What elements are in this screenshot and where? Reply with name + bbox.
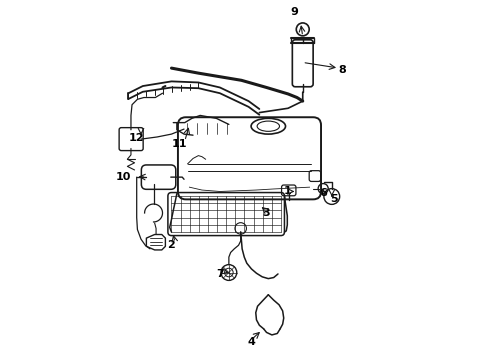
Text: 1: 1 [283,186,291,197]
Text: 9: 9 [291,7,298,17]
Text: 11: 11 [172,139,188,149]
Text: 7: 7 [216,269,224,279]
Text: 10: 10 [116,172,131,182]
Text: 6: 6 [319,188,327,198]
Text: 8: 8 [339,64,346,75]
Text: 2: 2 [168,240,175,250]
Text: 3: 3 [262,208,270,218]
Text: 12: 12 [129,133,145,143]
Text: 5: 5 [330,194,338,204]
Text: 4: 4 [247,337,255,347]
